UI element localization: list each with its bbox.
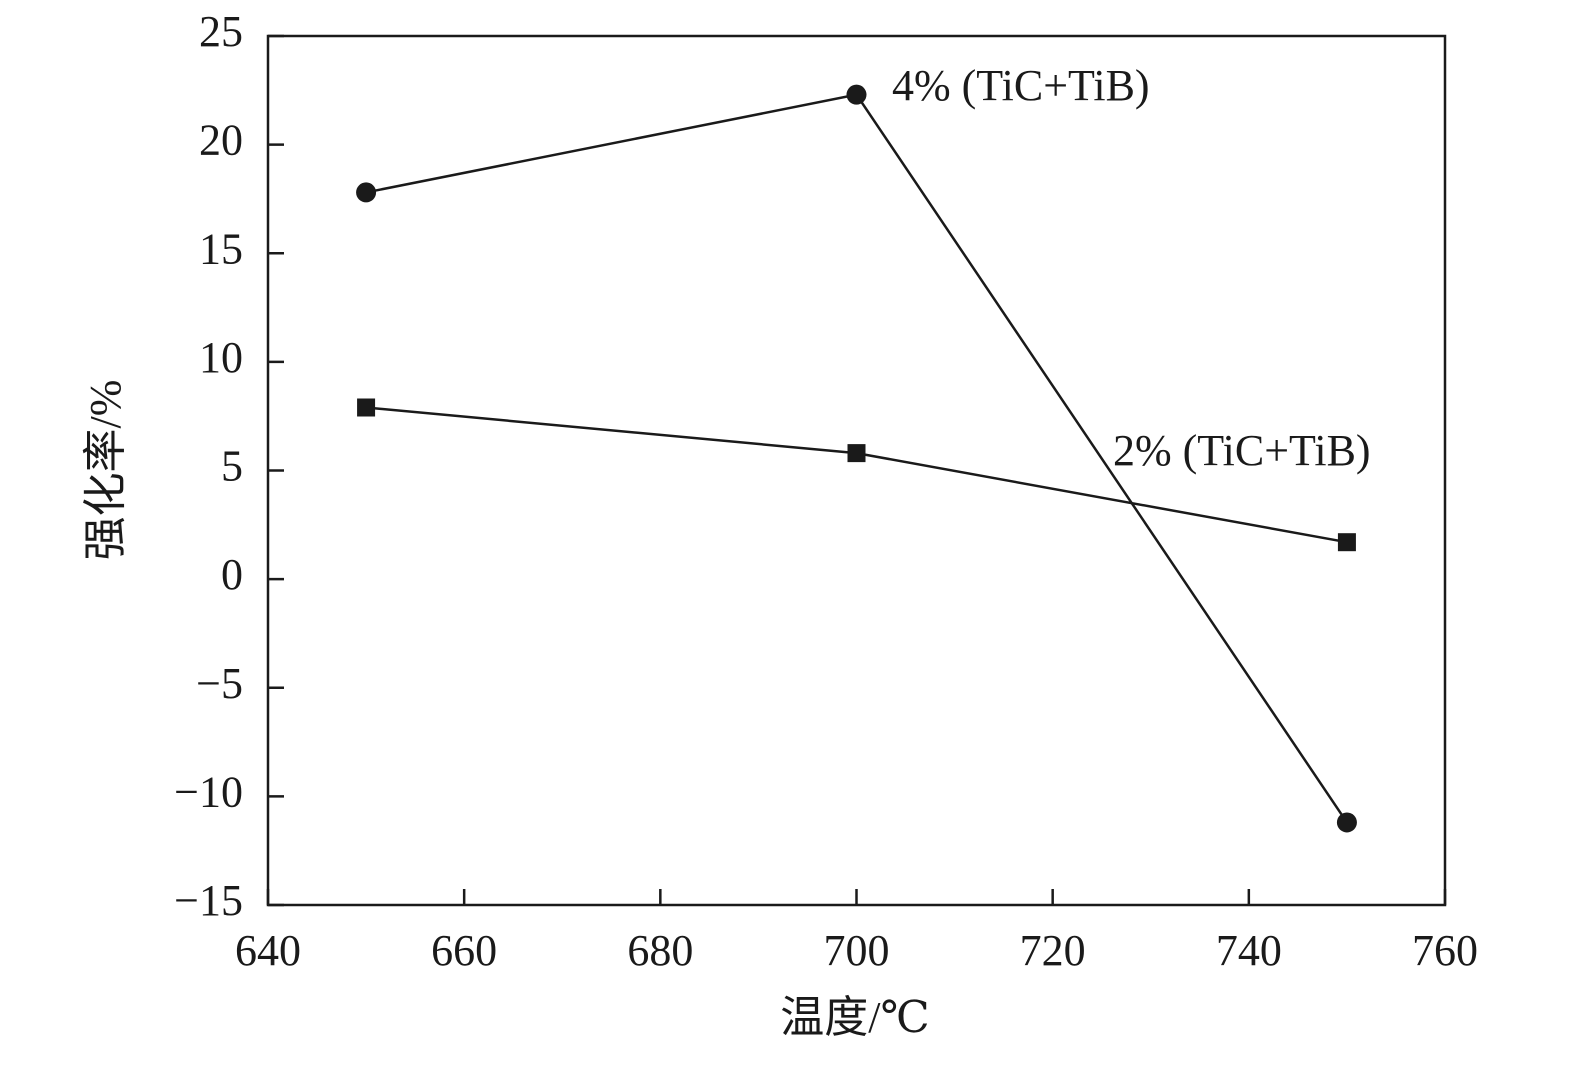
x-tick-label: 760 [1412, 926, 1478, 975]
y-tick-label: 15 [199, 224, 243, 273]
series-label: 4% (TiC+TiB) [892, 61, 1150, 110]
y-tick-label: 25 [199, 7, 243, 56]
marker [1336, 812, 1357, 833]
marker [847, 444, 866, 463]
y-tick-label: 0 [221, 550, 243, 599]
marker [846, 84, 867, 105]
x-axis-label: 温度/℃ [780, 993, 929, 1042]
y-tick-label: 20 [199, 116, 243, 165]
x-tick-label: 740 [1216, 926, 1282, 975]
marker [357, 398, 376, 417]
x-tick-label: 680 [627, 926, 693, 975]
y-tick-label: −15 [174, 876, 243, 925]
y-axis-label: 强化率/% [81, 380, 130, 561]
x-tick-label: 640 [235, 926, 301, 975]
x-tick-label: 720 [1020, 926, 1086, 975]
marker [356, 182, 377, 203]
x-tick-label: 700 [824, 926, 890, 975]
series-label: 2% (TiC+TiB) [1113, 426, 1371, 475]
marker [1337, 533, 1356, 552]
y-tick-label: −10 [174, 767, 243, 816]
y-tick-label: 10 [199, 333, 243, 382]
x-tick-label: 660 [431, 926, 497, 975]
y-tick-label: 5 [221, 442, 243, 491]
y-tick-label: −5 [196, 659, 243, 708]
